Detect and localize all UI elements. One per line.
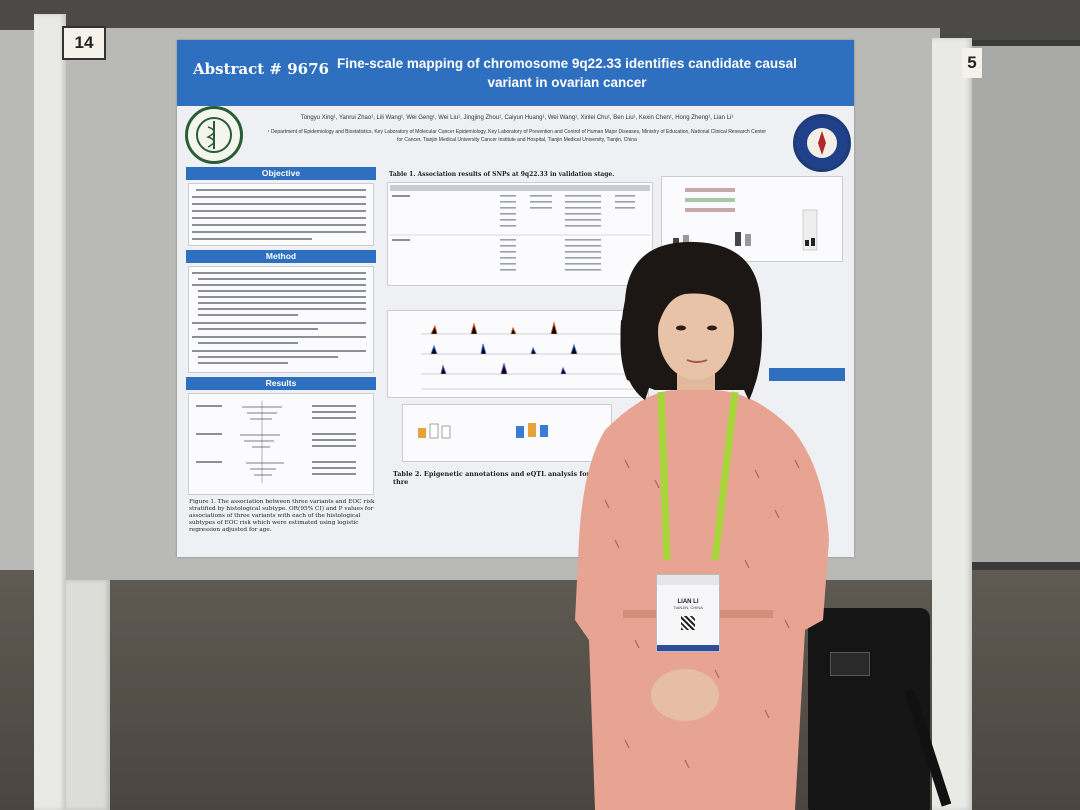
author-list: Tongyu Xing¹, Yanrui Zhao¹, Lili Wang¹, … (300, 115, 734, 121)
center-post (66, 580, 110, 810)
affiliation-text: ¹ Department of Epidemiology and Biostat… (267, 129, 767, 143)
badge-location: TIANJIN, CHINA (673, 605, 703, 610)
method-text-lines (192, 272, 366, 364)
forest-plot (196, 401, 356, 483)
left-poster-board (0, 30, 40, 570)
badge-stripe (657, 645, 719, 651)
boxplot-chart (418, 423, 548, 439)
objective-header: Objective (186, 167, 376, 180)
booth-number-left: 14 (62, 26, 106, 60)
results-header: Results (186, 377, 376, 390)
figure1-caption: Figure 1. The association between three … (189, 499, 375, 533)
table1-title: Table 1. Association results of SNPs at … (389, 171, 615, 178)
figure2-caption: Table 2. Epigenetic annotations and eQTL… (393, 470, 590, 486)
poster-title: Fine-scale mapping of chromosome 9q22.33… (337, 56, 797, 90)
university-logo-left (185, 106, 243, 164)
poster-authors: Tongyu Xing¹, Yanrui Zhao¹, Lili Wang¹, … (267, 114, 767, 144)
forest-plot-figure (188, 393, 374, 495)
booth-number-right: 5 (962, 48, 982, 78)
method-text-block (188, 266, 374, 373)
bag-tag (830, 652, 870, 676)
table1 (387, 182, 653, 286)
emblem-icon (807, 128, 837, 158)
black-bag (808, 608, 952, 810)
epigenetic-tracks-figure (387, 310, 649, 398)
qr-code-icon (681, 616, 695, 630)
bar-and-gel-chart (673, 188, 818, 251)
abstract-number: Abstract # 9676 (193, 60, 329, 78)
university-logo-right (793, 114, 851, 172)
poster-banner: Abstract # 9676 Fine-scale mapping of ch… (177, 40, 854, 106)
genome-tracks (421, 321, 641, 390)
badge-header (657, 575, 719, 585)
caduceus-icon (196, 117, 232, 153)
right-post (932, 38, 972, 810)
presenter (575, 241, 829, 810)
conclusion-header (769, 368, 845, 381)
eqtl-boxplots (402, 404, 612, 462)
objective-text-lines (192, 189, 366, 240)
name-badge: LIAN LI TIANJIN, CHINA (656, 574, 720, 652)
method-header: Method (186, 250, 376, 263)
association-table (390, 185, 650, 271)
left-post (34, 14, 66, 810)
badge-name: LIAN LI (677, 599, 699, 605)
right-poster-board (968, 46, 1080, 562)
objective-text-block (188, 183, 374, 246)
